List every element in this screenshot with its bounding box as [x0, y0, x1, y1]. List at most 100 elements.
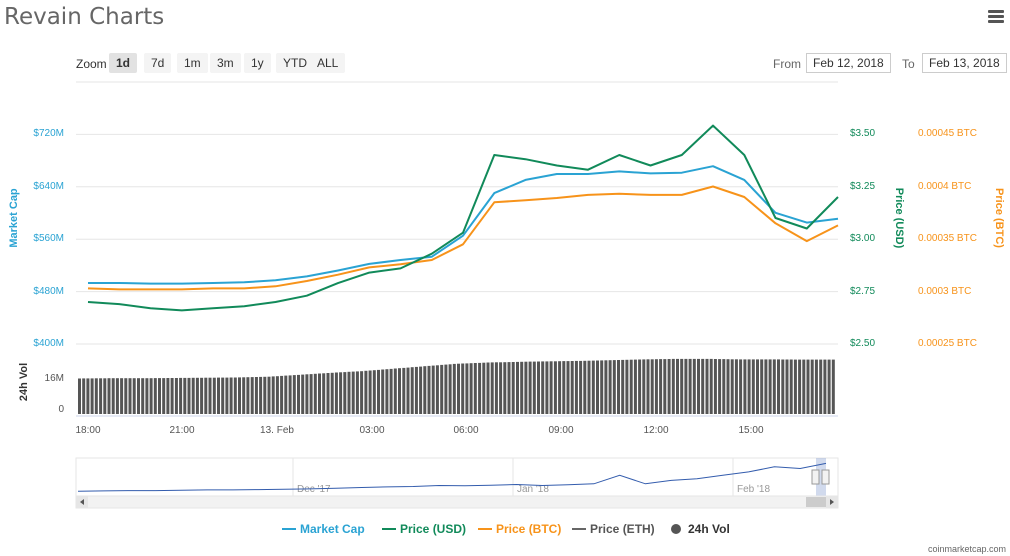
volume-bar: [267, 376, 271, 414]
volume-bar: [259, 376, 263, 414]
zoom-1d-button[interactable]: 1d: [109, 53, 138, 73]
legend-item-market-cap[interactable]: Market Cap: [282, 522, 365, 536]
volume-bar: [334, 372, 338, 414]
volume-bar: [718, 359, 722, 414]
volume-bar: [621, 359, 625, 414]
zoom-3m-button[interactable]: 3m: [210, 53, 241, 73]
volume-bar: [242, 377, 246, 414]
legend-label-price-btc: Price (BTC): [496, 522, 561, 536]
usd-tick-label: $3.00: [850, 233, 875, 244]
volume-bar: [111, 378, 115, 414]
volume-bar: [86, 378, 90, 414]
volume-bar: [414, 366, 418, 414]
zoom-all-button[interactable]: ALL: [310, 53, 346, 73]
volume-bar: [802, 359, 806, 414]
volume-bar: [747, 359, 751, 414]
volume-bar: [654, 359, 658, 414]
volume-bar: [141, 378, 145, 414]
volume-bar: [343, 372, 347, 414]
navigator[interactable]: Dec '17 Jan '18 Feb '18: [75, 457, 839, 509]
price-usd-axis: $3.50 $3.25 $3.00 $2.75 $2.50 Price (USD…: [850, 128, 905, 349]
volume-bar: [78, 378, 82, 414]
volume-bar: [478, 362, 482, 414]
volume-bar: [810, 359, 814, 414]
left-axis: $720M $640M $560M $480M $400M Market Cap: [8, 128, 64, 349]
credit-footer: coinmarketcap.com: [927, 544, 1006, 554]
volume-bar: [545, 361, 549, 414]
volume-bar: [680, 358, 684, 414]
volume-bars: [78, 358, 835, 414]
volume-axis-title: 24h Vol: [18, 363, 30, 401]
volume-bar: [764, 359, 768, 414]
range-to-input[interactable]: Feb 13, 2018: [922, 53, 1007, 73]
volume-bar: [250, 377, 254, 414]
volume-bar: [617, 360, 621, 414]
volume-bar: [225, 377, 229, 414]
volume-tick-label: 0: [58, 404, 64, 415]
legend-item-price-usd[interactable]: Price (USD): [382, 522, 466, 536]
volume-bar: [271, 376, 275, 414]
volume-bar: [697, 358, 701, 414]
usd-tick-label: $3.25: [850, 181, 875, 192]
btc-tick-label: 0.0003 BTC: [918, 286, 971, 297]
volume-bar: [90, 378, 94, 414]
volume-bar: [574, 360, 578, 414]
volume-bar: [819, 359, 823, 414]
volume-bar: [760, 359, 764, 414]
volume-bar: [318, 373, 322, 414]
navigator-label: Dec '17: [297, 484, 331, 495]
x-tick-label: 03:00: [359, 425, 384, 436]
volume-bar: [705, 358, 709, 414]
volume-bar: [524, 361, 528, 414]
volume-bar: [570, 361, 574, 414]
zoom-1m-button[interactable]: 1m: [177, 53, 208, 73]
volume-bar: [103, 378, 107, 414]
volume-bar: [579, 360, 583, 414]
volume-bar: [781, 359, 785, 414]
volume-axis: 16M 0 24h Vol: [18, 363, 64, 415]
volume-bar: [229, 377, 233, 414]
navigator-right-handle[interactable]: [821, 469, 830, 485]
volume-bar: [212, 377, 216, 414]
price-btc-axis: 0.00045 BTC 0.0004 BTC 0.00035 BTC 0.000…: [918, 128, 1005, 349]
x-axis: 18:00 21:00 13. Feb 03:00 06:00 09:00 12…: [75, 415, 838, 436]
navigator-left-handle[interactable]: [811, 469, 820, 485]
volume-bar: [94, 378, 98, 414]
volume-bar: [646, 359, 650, 414]
volume-bar: [457, 363, 461, 414]
legend-item-volume[interactable]: 24h Vol: [671, 522, 730, 536]
navigator-scrollbar-track[interactable]: [75, 495, 839, 509]
zoom-ytd-button[interactable]: YTD: [276, 53, 314, 73]
volume-bar: [516, 361, 520, 414]
volume-bar: [827, 359, 831, 414]
volume-bar: [583, 360, 587, 414]
volume-bar: [503, 362, 507, 414]
volume-bar: [511, 362, 515, 414]
volume-bar: [158, 378, 162, 414]
legend-item-price-btc[interactable]: Price (BTC): [478, 522, 561, 536]
volume-bar: [659, 359, 663, 414]
hamburger-menu-icon[interactable]: [988, 10, 1004, 24]
volume-bar: [756, 359, 760, 414]
zoom-7d-button[interactable]: 7d: [144, 53, 172, 73]
range-from-input[interactable]: Feb 12, 2018: [806, 53, 891, 73]
zoom-1y-button[interactable]: 1y: [244, 53, 271, 73]
volume-bar: [461, 363, 465, 414]
volume-bar: [490, 362, 494, 414]
left-tick-label: $480M: [33, 286, 64, 297]
navigator-scrollbar-thumb[interactable]: [806, 497, 826, 507]
usd-tick-label: $3.50: [850, 128, 875, 139]
legend-item-price-eth[interactable]: Price (ETH): [572, 522, 655, 536]
volume-bar: [120, 378, 124, 414]
volume-bar: [174, 378, 178, 414]
volume-bar: [187, 377, 191, 414]
volume-bar: [596, 360, 600, 414]
volume-bar: [322, 373, 326, 414]
volume-bar: [806, 359, 810, 414]
volume-tick-label: 16M: [45, 373, 64, 384]
volume-bar: [486, 362, 490, 414]
volume-bar: [406, 367, 410, 414]
navigator-selected-range[interactable]: [816, 458, 826, 496]
legend-label-price-eth: Price (ETH): [590, 522, 655, 536]
